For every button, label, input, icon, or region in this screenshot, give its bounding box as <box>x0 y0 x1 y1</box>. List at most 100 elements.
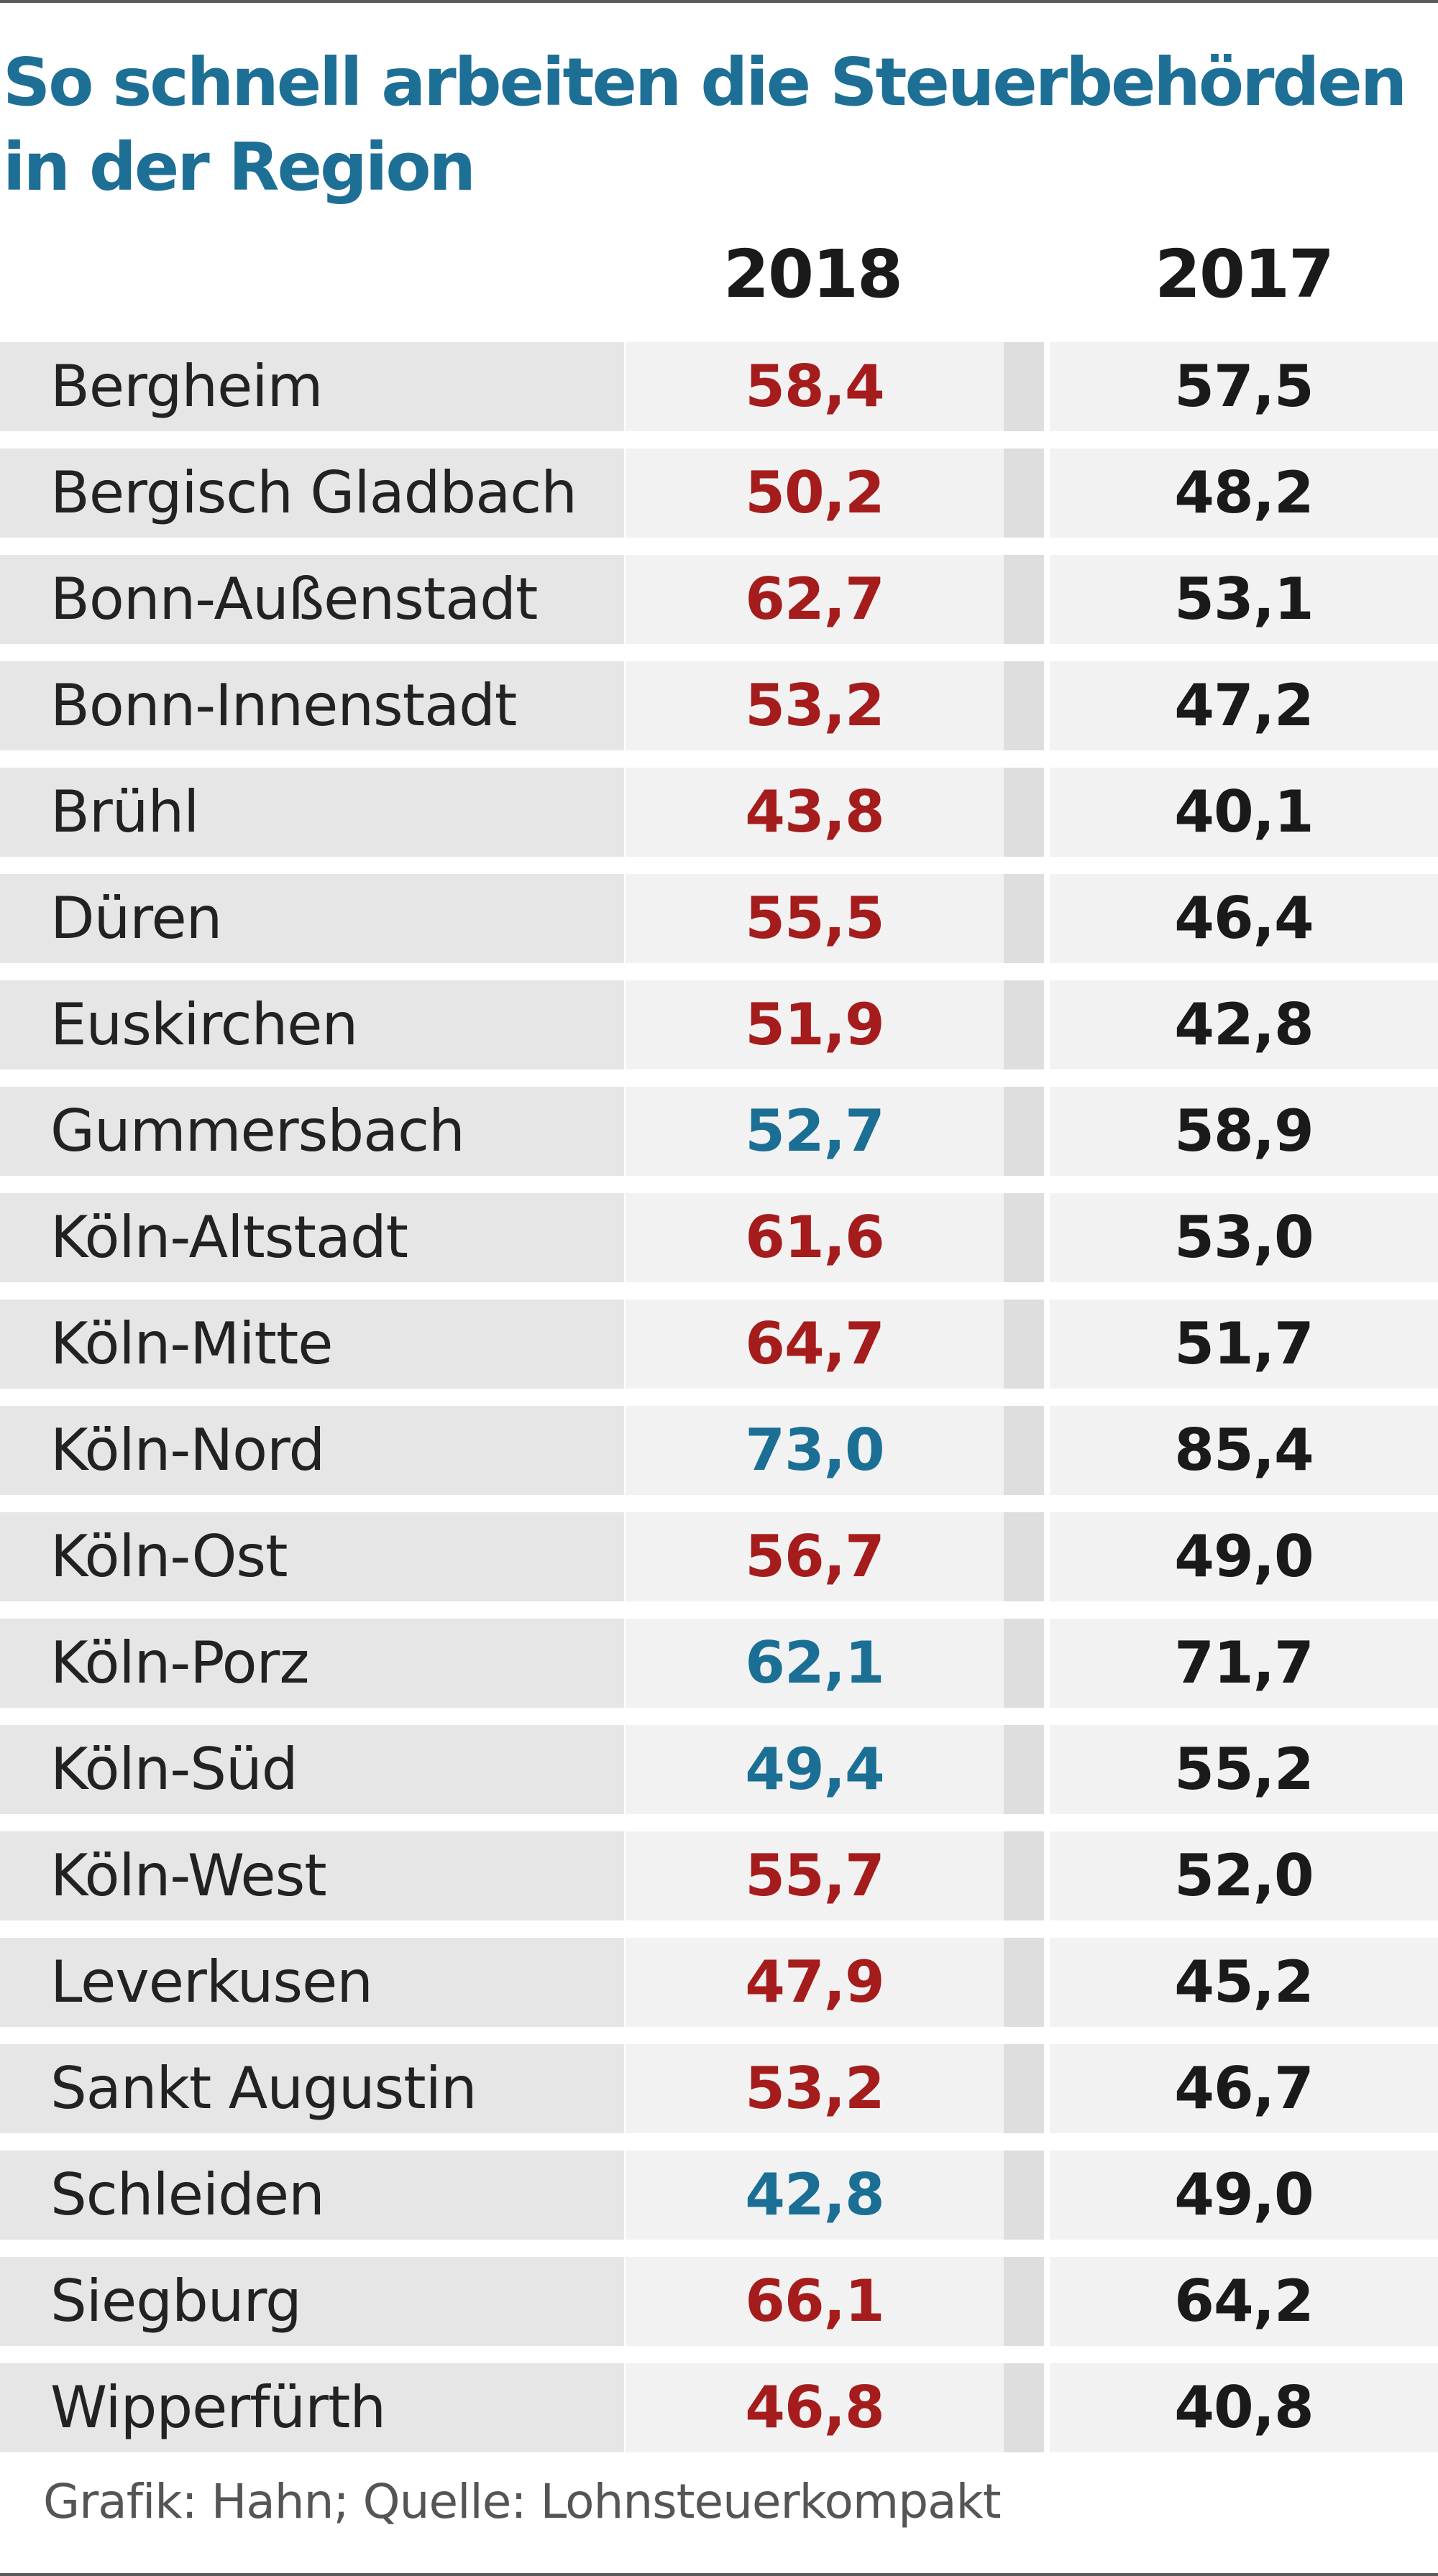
table-row: Siegburg 66,1 64,2 <box>0 2257 1438 2363</box>
value-2017: 48,2 <box>1050 448 1438 538</box>
table-row: Schleiden 42,8 49,0 <box>0 2150 1438 2257</box>
office-name: Wipperfürth <box>0 2363 624 2452</box>
table-row: Köln-Süd 49,4 55,2 <box>0 1725 1438 1831</box>
table-row: Bergheim 58,4 57,5 <box>0 342 1438 448</box>
column-separator <box>1004 1619 1044 1708</box>
value-2017: 58,9 <box>1050 1087 1438 1176</box>
column-separator <box>1004 1831 1044 1920</box>
value-2018: 49,4 <box>626 1725 1004 1814</box>
column-separator <box>1004 768 1044 857</box>
column-separator <box>1004 2150 1044 2240</box>
column-separator <box>1004 1193 1044 1282</box>
column-separator <box>1004 342 1044 431</box>
table-row: Bonn-Innenstadt 53,2 47,2 <box>0 661 1438 768</box>
table-row: Brühl 43,8 40,1 <box>0 768 1438 874</box>
value-2017: 46,7 <box>1050 2044 1438 2133</box>
table-row: Wipperfürth 46,8 40,8 <box>0 2363 1438 2470</box>
office-name: Siegburg <box>0 2257 624 2346</box>
value-2018: 55,5 <box>626 874 1004 963</box>
column-separator <box>1004 1300 1044 1389</box>
value-2017: 55,2 <box>1050 1725 1438 1814</box>
table-row: Gummersbach 52,7 58,9 <box>0 1087 1438 1193</box>
office-name: Köln-Ost <box>0 1512 624 1601</box>
value-2018: 52,7 <box>626 1087 1004 1176</box>
chart-title-line-1: So schnell arbeiten die Steuerbehörden <box>3 44 1407 121</box>
value-2017: 53,0 <box>1050 1193 1438 1282</box>
office-name: Düren <box>0 874 624 963</box>
column-separator <box>1004 2363 1044 2452</box>
office-name: Leverkusen <box>0 1938 624 2027</box>
table-row: Köln-Altstadt 61,6 53,0 <box>0 1193 1438 1300</box>
table-row: Düren 55,5 46,4 <box>0 874 1438 980</box>
column-separator <box>1004 1725 1044 1814</box>
table-row: Köln-Nord 73,0 85,4 <box>0 1406 1438 1512</box>
value-2017: 45,2 <box>1050 1938 1438 2027</box>
value-2018: 64,7 <box>626 1300 1004 1389</box>
column-separator <box>1004 555 1044 644</box>
column-separator <box>1004 2044 1044 2133</box>
column-separator <box>1004 874 1044 963</box>
office-name: Bonn-Innenstadt <box>0 661 624 750</box>
table-row: Köln-Porz 62,1 71,7 <box>0 1619 1438 1725</box>
office-name: Köln-Altstadt <box>0 1193 624 1282</box>
column-separator <box>1004 661 1044 750</box>
value-2017: 85,4 <box>1050 1406 1438 1495</box>
value-2017: 57,5 <box>1050 342 1438 431</box>
column-separator <box>1004 1406 1044 1495</box>
value-2017: 46,4 <box>1050 874 1438 963</box>
office-name: Köln-Mitte <box>0 1300 624 1389</box>
value-2017: 52,0 <box>1050 1831 1438 1920</box>
value-2018: 66,1 <box>626 2257 1004 2346</box>
office-name: Bergisch Gladbach <box>0 448 624 538</box>
value-2018: 56,7 <box>626 1512 1004 1601</box>
column-header-2018: 2018 <box>723 236 903 313</box>
value-2018: 53,2 <box>626 2044 1004 2133</box>
value-2017: 64,2 <box>1050 2257 1438 2346</box>
value-2017: 40,8 <box>1050 2363 1438 2452</box>
value-2017: 47,2 <box>1050 661 1438 750</box>
value-2018: 51,9 <box>626 980 1004 1070</box>
value-2018: 46,8 <box>626 2363 1004 2452</box>
value-2018: 62,1 <box>626 1619 1004 1708</box>
value-2018: 73,0 <box>626 1406 1004 1495</box>
value-2018: 55,7 <box>626 1831 1004 1920</box>
value-2017: 71,7 <box>1050 1619 1438 1708</box>
column-separator <box>1004 448 1044 538</box>
column-header-2017: 2017 <box>1154 236 1334 313</box>
office-name: Schleiden <box>0 2150 624 2240</box>
office-name: Sankt Augustin <box>0 2044 624 2133</box>
office-name: Köln-West <box>0 1831 624 1920</box>
value-2018: 43,8 <box>626 768 1004 857</box>
value-2017: 49,0 <box>1050 2150 1438 2240</box>
value-2018: 58,4 <box>626 342 1004 431</box>
office-name: Euskirchen <box>0 980 624 1070</box>
table-row: Bergisch Gladbach 50,2 48,2 <box>0 448 1438 555</box>
column-separator <box>1004 1938 1044 2027</box>
table-row: Euskirchen 51,9 42,8 <box>0 980 1438 1087</box>
column-separator <box>1004 1512 1044 1601</box>
value-2017: 51,7 <box>1050 1300 1438 1389</box>
office-name: Köln-Porz <box>0 1619 624 1708</box>
value-2017: 40,1 <box>1050 768 1438 857</box>
value-2018: 53,2 <box>626 661 1004 750</box>
table-row: Köln-West 55,7 52,0 <box>0 1831 1438 1938</box>
value-2017: 42,8 <box>1050 980 1438 1070</box>
table-row: Köln-Ost 56,7 49,0 <box>0 1512 1438 1619</box>
table-body: Bergheim 58,4 57,5 Bergisch Gladbach 50,2 48,… <box>0 342 1438 2470</box>
value-2017: 49,0 <box>1050 1512 1438 1601</box>
table-row: Leverkusen 47,9 45,2 <box>0 1938 1438 2044</box>
office-name: Brühl <box>0 768 624 857</box>
value-2018: 62,7 <box>626 555 1004 644</box>
office-name: Köln-Süd <box>0 1725 624 1814</box>
column-separator <box>1004 2257 1044 2346</box>
office-name: Bergheim <box>0 342 624 431</box>
table-row: Köln-Mitte 64,7 51,7 <box>0 1300 1438 1406</box>
table-row: Sankt Augustin 53,2 46,7 <box>0 2044 1438 2150</box>
value-2018: 42,8 <box>626 2150 1004 2240</box>
chart-title-line-2: in der Region <box>3 129 476 206</box>
chart-title: So schnell arbeiten die Steuerbehörden i… <box>3 40 1434 210</box>
value-2018: 50,2 <box>626 448 1004 538</box>
office-name: Köln-Nord <box>0 1406 624 1495</box>
office-name: Bonn-Außenstadt <box>0 555 624 644</box>
column-separator <box>1004 1087 1044 1176</box>
